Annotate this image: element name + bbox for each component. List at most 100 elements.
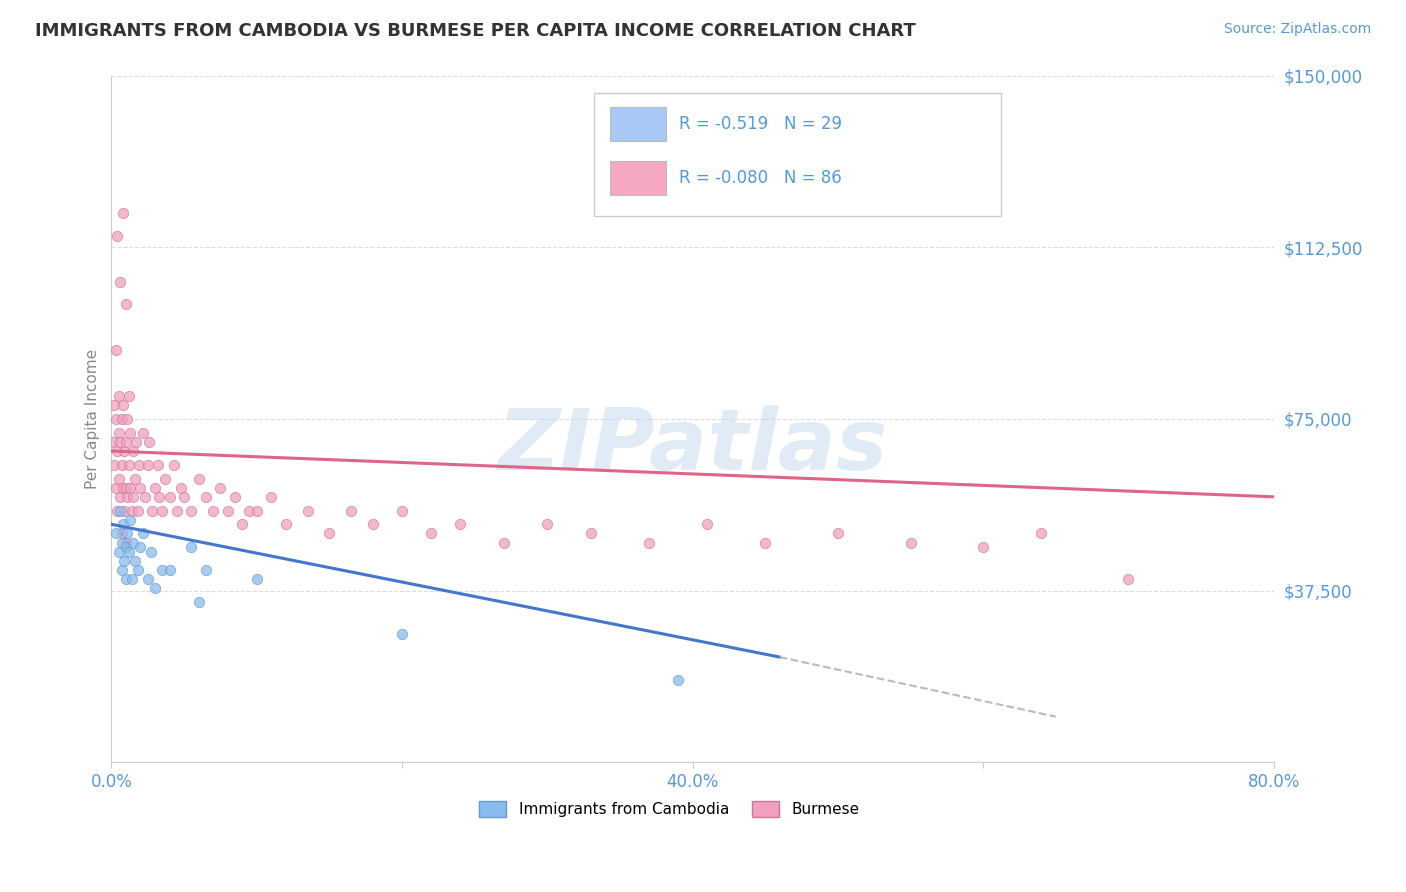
Point [138,434,160,449]
Text: R = -0.519   N = 29: R = -0.519 N = 29 [679,115,842,133]
Point [120,425,142,440]
Point [107,545,129,559]
Point [118,389,141,403]
Point [143,582,166,596]
Point [104,412,127,426]
Point [124,554,146,568]
Point [163,458,186,472]
Point [754,535,776,549]
Point [103,458,125,472]
Legend: Immigrants from Cambodia, Burmese: Immigrants from Cambodia, Burmese [472,795,866,823]
Point [246,503,269,517]
Point [217,503,239,517]
Point [159,490,181,504]
Point [209,481,232,495]
Point [115,540,138,554]
Point [115,572,138,586]
Text: R = -0.080   N = 86: R = -0.080 N = 86 [679,169,841,186]
Point [187,471,209,485]
Point [579,526,602,541]
Text: Source: ZipAtlas.com: Source: ZipAtlas.com [1223,22,1371,37]
Point [449,517,471,532]
Point [115,535,138,549]
Point [246,572,269,586]
Point [827,526,849,541]
Point [194,563,217,577]
Point [136,458,159,472]
Point [121,503,143,517]
Point [224,490,246,504]
Point [108,490,131,504]
Point [150,503,173,517]
Point [107,389,129,403]
Point [1118,572,1140,586]
Point [118,545,141,559]
Point [120,513,142,527]
Point [128,458,150,472]
Point [104,481,127,495]
Point [696,517,718,532]
Point [115,297,138,311]
Point [180,540,202,554]
Point [118,458,141,472]
Point [104,343,127,358]
Point [129,540,152,554]
Point [173,490,195,504]
Point [103,398,125,412]
Point [132,425,155,440]
Point [114,554,136,568]
Point [638,535,661,549]
Point [260,490,283,504]
Point [170,481,193,495]
Point [150,563,173,577]
Point [115,481,138,495]
Point [139,545,162,559]
Point [112,517,135,532]
Point [318,526,340,541]
Point [114,503,136,517]
Point [117,412,139,426]
Point [972,540,994,554]
Point [297,503,319,517]
Point [127,503,149,517]
Point [900,535,922,549]
Point [666,673,689,687]
Point [117,490,139,504]
Point [202,503,225,517]
Point [238,503,260,517]
Point [141,503,163,517]
Point [1031,526,1053,541]
Point [104,526,127,541]
Point [148,490,170,504]
FancyBboxPatch shape [610,161,666,195]
Point [391,627,413,641]
Point [121,572,143,586]
Point [112,481,135,495]
Point [122,535,145,549]
Point [536,517,558,532]
Point [132,526,155,541]
Point [107,471,129,485]
Point [110,526,132,541]
Point [129,481,152,495]
Point [108,275,131,289]
Point [120,481,142,495]
Point [105,503,128,517]
Point [110,535,132,549]
Point [124,471,146,485]
Point [361,517,384,532]
Point [105,228,128,243]
Point [108,503,131,517]
Point [125,434,148,449]
Point [340,503,363,517]
Point [143,481,166,495]
Point [107,425,129,440]
Point [110,412,132,426]
Point [194,490,217,504]
Point [122,490,145,504]
Point [112,206,135,220]
Point [391,503,413,517]
Point [420,526,443,541]
Point [105,444,128,458]
Point [187,595,209,609]
